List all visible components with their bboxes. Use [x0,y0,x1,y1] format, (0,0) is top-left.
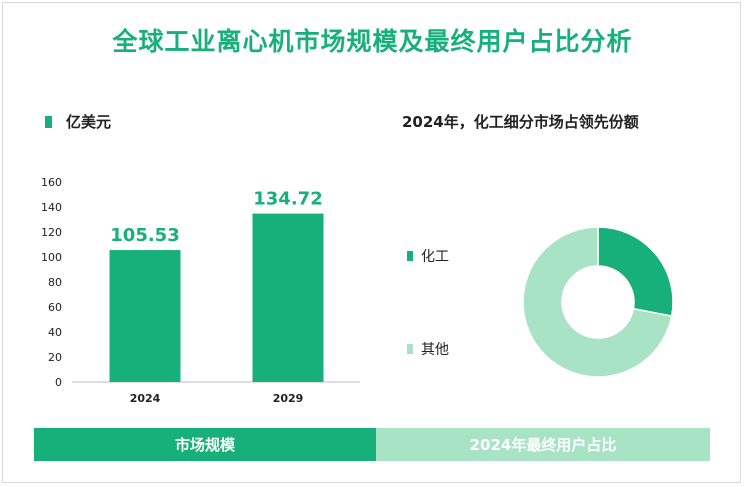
legend-item-other: 其他 [407,339,449,359]
legend-item-chemical: 化工 [407,246,449,266]
x-tick-label: 2029 [273,392,304,405]
y-tick-label: 40 [48,326,62,339]
y-tick-label: 120 [41,226,62,239]
chart-frame [2,2,741,483]
footer-end-user-share: 2024年最终用户占比 [376,428,710,461]
unit-label: 亿美元 [66,113,112,131]
bar-2029 [252,213,324,382]
bar-2024 [109,250,181,382]
y-tick-label: 100 [41,251,62,264]
y-tick-label: 20 [48,351,62,364]
x-tick-label: 2024 [130,392,161,405]
donut-title: 2024年，化工细分市场占领先份额 [402,113,639,131]
legend-label-other: 其他 [421,342,449,358]
legend-label-chemical: 化工 [421,249,449,265]
bar-legend-swatch [45,115,52,128]
legend-swatch-chemical [407,251,413,261]
bar-value-label: 105.53 [110,225,179,246]
page-title: 全球工业离心机市场规模及最终用户占比分析 [112,27,633,56]
y-tick-label: 60 [48,301,62,314]
y-tick-label: 140 [41,201,62,214]
bar-legend: 亿美元 [45,111,111,132]
legend-swatch-other [407,344,413,354]
y-tick-label: 0 [55,376,62,389]
donut-slice-other [522,226,673,378]
donut-slice-chemical [597,226,674,317]
footer-market-size: 市场规模 [34,428,376,461]
bar-value-label: 134.72 [253,189,322,210]
y-tick-label: 160 [41,176,62,189]
y-tick-label: 80 [48,276,62,289]
